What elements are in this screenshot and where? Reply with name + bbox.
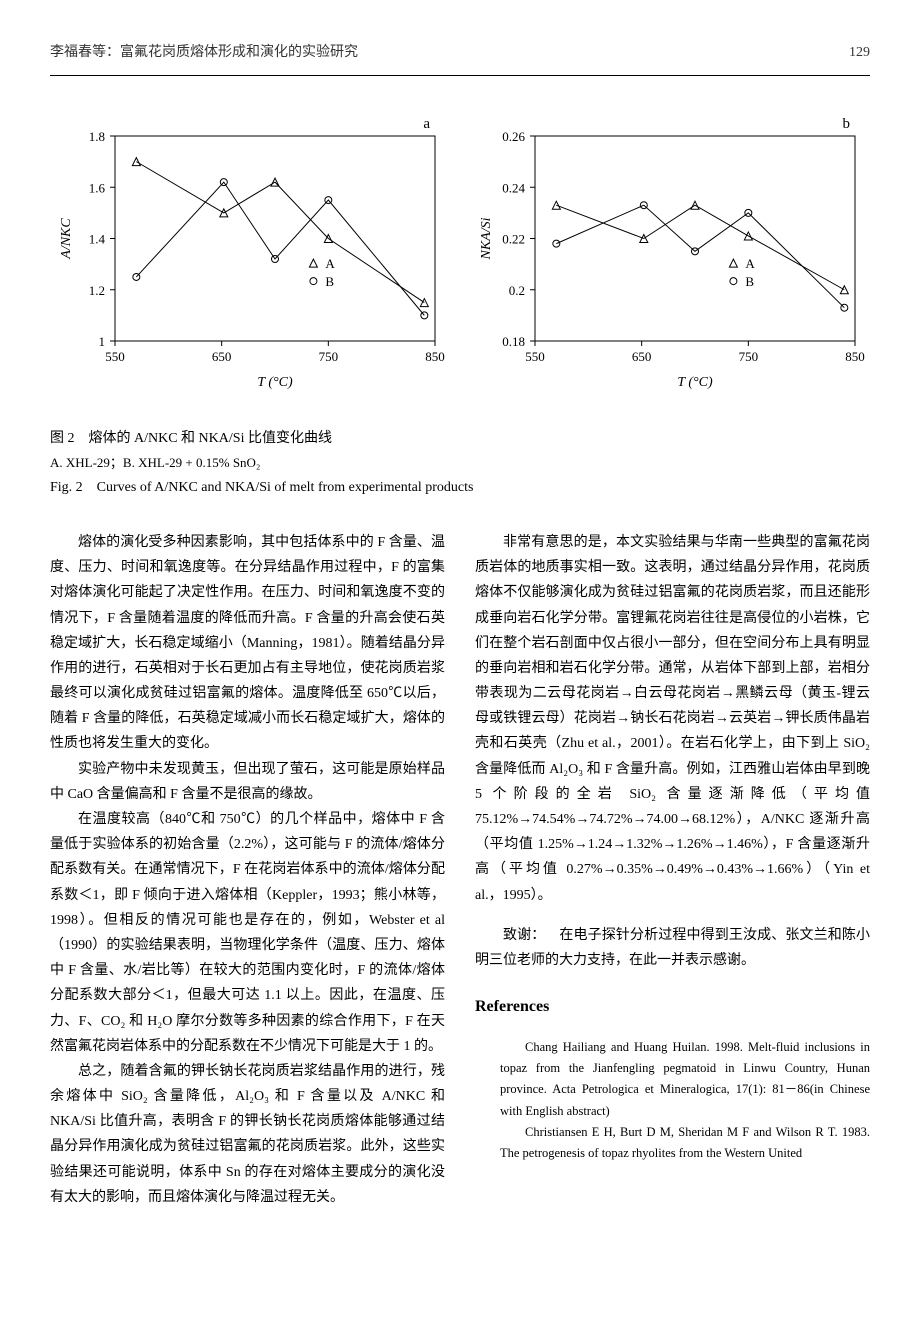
paragraph-1: 熔体的演化受多种因素影响，其中包括体系中的 F 含量、温度、压力、时间和氧逸度等… <box>50 530 445 757</box>
reference-2: Christiansen E H, Burt D M, Sheridan M F… <box>475 1122 870 1165</box>
page-header: 李福春等：富氟花岗质熔体形成和演化的实验研究 129 <box>50 40 870 65</box>
chart-a-wrapper: a 55065075085011.21.41.61.8T (°C)A/NKCAB <box>50 116 450 396</box>
paragraph-5: 非常有意思的是，本文实验结果与华南一些典型的富氟花岗质岩体的地质事实相一致。这表… <box>475 530 870 908</box>
svg-text:A/NKC: A/NKC <box>59 218 74 260</box>
svg-text:0.24: 0.24 <box>502 180 525 195</box>
svg-text:0.22: 0.22 <box>502 232 525 247</box>
svg-text:NKA/Si: NKA/Si <box>479 218 494 261</box>
svg-text:650: 650 <box>632 349 652 364</box>
svg-text:0.26: 0.26 <box>502 129 525 144</box>
running-title: 李福春等：富氟花岗质熔体形成和演化的实验研究 <box>50 40 358 65</box>
caption-sub: A. XHL-29；B. XHL-29 + 0.15% SnO₂ <box>50 451 870 474</box>
references-heading: References <box>475 993 870 1022</box>
caption-english: Fig. 2 Curves of A/NKC and NKA/Si of mel… <box>50 475 870 500</box>
header-rule <box>50 75 870 76</box>
chart-b-wrapper: b 5506507508500.180.20.220.240.26T (°C)N… <box>470 116 870 396</box>
svg-text:0.2: 0.2 <box>509 283 525 298</box>
svg-text:750: 750 <box>739 349 759 364</box>
chart-a: 550 650 750 850 1 1.2 1.4 1.6 1.8 T (°C) A/NKC AB <box>50 116 450 396</box>
chart-b: 550 650 750 850 0.18 0.2 0.22 0.24 0.26 T (°C) NKA… <box>470 116 870 396</box>
figure-2-caption: 图 2 熔体的 A/NKC 和 NKA/Si 比值变化曲线 A. XHL-29；… <box>50 426 870 500</box>
svg-text:1.2: 1.2 <box>89 283 105 298</box>
svg-text:1.8: 1.8 <box>89 129 105 144</box>
svg-text:1.4: 1.4 <box>89 232 106 247</box>
svg-text:0.18: 0.18 <box>502 334 525 349</box>
chart-a-panel-label: a <box>423 111 430 138</box>
svg-text:850: 850 <box>845 349 865 364</box>
caption-title: 图 2 熔体的 A/NKC 和 NKA/Si 比值变化曲线 <box>50 426 870 451</box>
svg-text:1.6: 1.6 <box>89 180 106 195</box>
figure-2-charts: a 55065075085011.21.41.61.8T (°C)A/NKCAB… <box>50 116 870 396</box>
acknowledgment: 致谢：在电子探针分析过程中得到王汝成、张文兰和陈小明三位老师的大力支持，在此一并… <box>475 923 870 973</box>
svg-text:750: 750 <box>319 349 339 364</box>
svg-text:T (°C): T (°C) <box>677 375 713 390</box>
reference-1: Chang Hailiang and Huang Huilan. 1998. M… <box>475 1037 870 1122</box>
svg-text:A: A <box>325 256 335 271</box>
paragraph-3: 在温度较高（840℃和 750℃）的几个样品中，熔体中 F 含量低于实验体系的初… <box>50 807 445 1059</box>
paragraph-2: 实验产物中未发现黄玉，但出现了萤石，这可能是原始样品中 CaO 含量偏高和 F … <box>50 757 445 807</box>
svg-text:1: 1 <box>99 334 106 349</box>
page-number: 129 <box>849 40 870 65</box>
ack-label: 致谢： <box>503 928 545 943</box>
svg-text:550: 550 <box>525 349 545 364</box>
body-text: 熔体的演化受多种因素影响，其中包括体系中的 F 含量、温度、压力、时间和氧逸度等… <box>50 530 870 1210</box>
svg-text:T (°C): T (°C) <box>257 375 293 390</box>
svg-text:B: B <box>325 274 334 289</box>
svg-text:A: A <box>745 256 755 271</box>
paragraph-4: 总之，随着含氟的钾长钠长花岗质岩浆结晶作用的进行，残余熔体中 SiO₂ 含量降低… <box>50 1059 445 1210</box>
svg-text:550: 550 <box>105 349 125 364</box>
svg-text:650: 650 <box>212 349 232 364</box>
svg-text:B: B <box>745 274 754 289</box>
chart-b-panel-label: b <box>843 111 851 138</box>
svg-text:850: 850 <box>425 349 445 364</box>
